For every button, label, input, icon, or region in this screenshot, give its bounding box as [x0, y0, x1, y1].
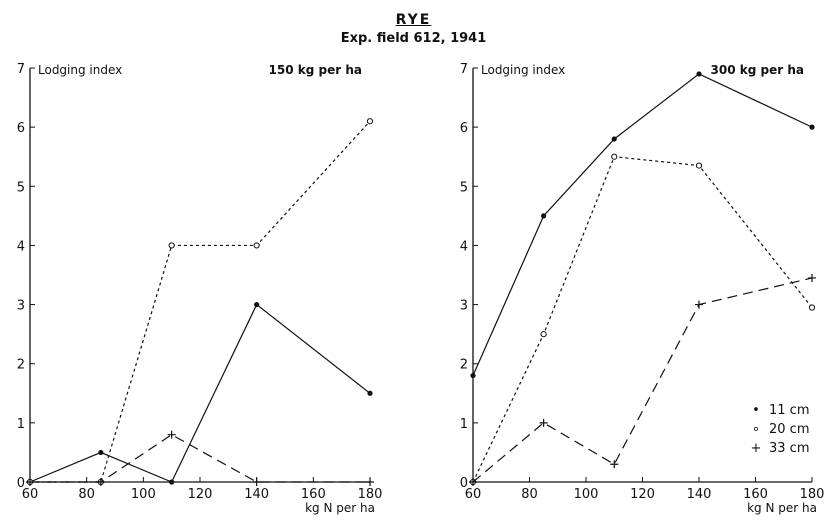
data-point-plus — [252, 478, 261, 486]
series-line-11-cm — [472, 73, 813, 376]
legend-marker: • — [752, 403, 760, 418]
y-tick-label: 1 — [460, 417, 468, 432]
series-line-11-cm — [29, 303, 371, 483]
data-point-plus — [610, 460, 619, 469]
x-tick-label: 80 — [521, 487, 538, 502]
data-point-dot — [169, 479, 175, 485]
x-tick-label: 140 — [244, 487, 269, 502]
data-point-circle — [808, 304, 816, 311]
data-point-circle — [611, 153, 618, 160]
x-tick-label: 140 — [687, 487, 712, 502]
data-point-dot — [696, 71, 702, 77]
data-point-plus — [26, 478, 34, 486]
data-point-dot — [470, 372, 476, 379]
data-point-plus — [469, 478, 477, 486]
y-axis-label: Lodging index — [481, 63, 565, 77]
rate-annotation: 300 kg per ha — [711, 63, 804, 77]
x-tick-label: 120 — [188, 487, 213, 502]
y-tick-label: 5 — [17, 180, 25, 195]
series-line-20-cm — [30, 120, 371, 483]
data-point-dot — [254, 301, 260, 308]
data-point-dot — [809, 124, 815, 130]
rate-annotation: 150 kg per ha — [269, 63, 362, 77]
figure-header: RYE Exp. field 612, 1941 — [0, 12, 827, 46]
legend: • 11 cm ∘ 20 cm + 33 cm — [751, 403, 810, 456]
data-point-dot — [541, 213, 547, 219]
figure-subtitle: Exp. field 612, 1941 — [340, 31, 487, 46]
data-point-plus — [695, 300, 703, 309]
data-point-plus — [366, 478, 374, 486]
y-tick-label: 2 — [460, 358, 468, 373]
data-point-dot — [611, 136, 617, 142]
data-point-circle — [253, 242, 260, 249]
data-point-circle — [366, 118, 374, 125]
y-tick-label: 6 — [17, 121, 25, 136]
data-point-plus — [808, 273, 816, 282]
x-tick-label: 160 — [743, 487, 768, 502]
y-axis-label: Lodging index — [38, 63, 122, 77]
y-tick-label: 3 — [460, 299, 468, 314]
y-tick-label: 3 — [17, 299, 25, 314]
data-point-circle — [695, 162, 703, 169]
series-line-33-cm — [472, 277, 813, 483]
y-tick-label: 0 — [17, 476, 25, 491]
data-point-plus — [539, 418, 548, 427]
y-tick-label: 7 — [17, 62, 25, 77]
x-tick-label: 80 — [78, 487, 95, 502]
y-tick-label: 6 — [460, 121, 468, 136]
x-tick-label: 160 — [301, 487, 326, 502]
x-tick-label: 180 — [358, 487, 383, 502]
legend-label: 33 cm — [769, 441, 810, 456]
series-line-33-cm — [30, 433, 370, 483]
y-tick-label: 0 — [460, 476, 468, 491]
x-tick-label: 100 — [574, 487, 599, 502]
x-tick-label: 60 — [22, 487, 39, 502]
data-point-circle — [540, 331, 547, 338]
y-tick-label: 4 — [460, 239, 468, 254]
x-tick-label: 60 — [465, 487, 482, 502]
legend-label: 20 cm — [769, 422, 810, 437]
x-axis-label: kg N per ha — [305, 501, 375, 515]
data-point-plus — [96, 478, 105, 486]
series-line-20-cm — [472, 156, 813, 483]
data-point-dot — [98, 449, 104, 456]
legend-marker: + — [751, 441, 762, 456]
x-axis-label: kg N per ha — [747, 501, 817, 515]
legend-label: 11 cm — [769, 403, 810, 418]
y-tick-label: 5 — [460, 180, 468, 195]
y-tick-label: 4 — [17, 239, 25, 254]
y-tick-label: 7 — [460, 62, 468, 77]
y-tick-label: 2 — [17, 358, 25, 373]
x-tick-label: 100 — [131, 487, 156, 502]
y-tick-label: 1 — [17, 417, 25, 432]
data-point-plus — [167, 430, 176, 439]
legend-marker: ∘ — [752, 422, 760, 437]
figure-title: RYE — [395, 12, 432, 28]
x-tick-label: 180 — [800, 487, 825, 502]
data-point-circle — [168, 242, 175, 249]
x-tick-label: 120 — [630, 487, 655, 502]
data-point-dot — [367, 390, 373, 396]
